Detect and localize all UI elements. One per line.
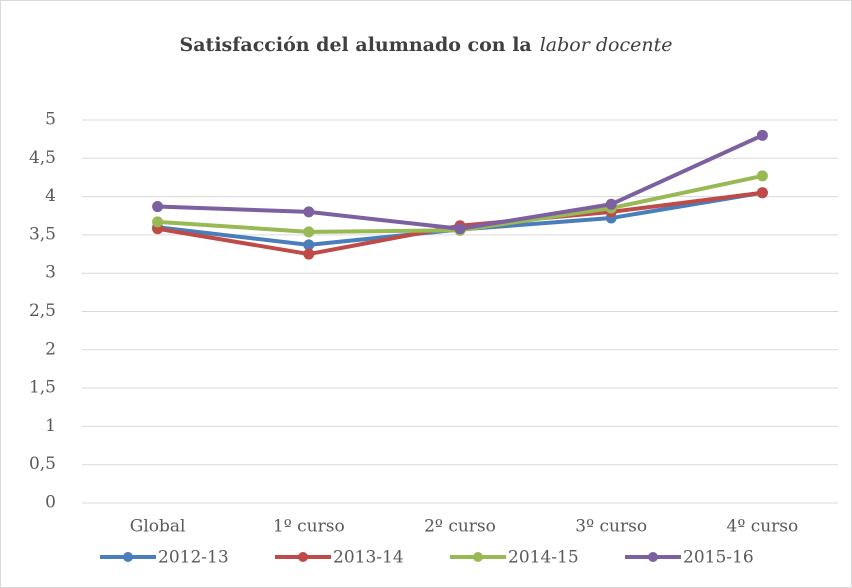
legend-marker bbox=[123, 552, 133, 562]
x-tick-label: 2º curso bbox=[424, 517, 496, 537]
x-tick-label: 1º curso bbox=[273, 517, 345, 537]
data-point bbox=[303, 206, 315, 218]
y-tick-label: 0,5 bbox=[29, 454, 56, 474]
y-tick-label: 3 bbox=[45, 263, 56, 283]
title-text: Satisfacción del alumnado con la bbox=[180, 34, 532, 56]
y-tick-label: 4 bbox=[45, 186, 56, 206]
data-point bbox=[605, 198, 617, 210]
y-tick-label: 5 bbox=[45, 110, 56, 130]
title-emphasis: labor docente bbox=[540, 34, 673, 56]
data-point bbox=[152, 201, 164, 213]
y-tick-label: 3,5 bbox=[29, 224, 56, 244]
chart-title: Satisfacción del alumnado con la labor do… bbox=[180, 34, 673, 56]
y-tick-label: 2 bbox=[45, 339, 56, 359]
legend-marker bbox=[648, 552, 658, 562]
x-tick-label: Global bbox=[130, 517, 186, 537]
x-tick-label: 4º curso bbox=[727, 517, 799, 537]
data-point bbox=[303, 226, 315, 238]
legend-marker bbox=[473, 552, 483, 562]
legend-label: 2013-14 bbox=[333, 548, 404, 568]
data-point bbox=[756, 187, 768, 199]
y-tick-label: 1 bbox=[45, 416, 56, 436]
data-point bbox=[303, 239, 315, 251]
y-tick-label: 2,5 bbox=[29, 301, 56, 321]
data-point bbox=[152, 216, 164, 228]
data-point bbox=[303, 248, 315, 260]
data-point bbox=[756, 170, 768, 182]
data-point bbox=[756, 129, 768, 141]
legend-label: 2015-16 bbox=[683, 548, 754, 568]
y-tick-label: 0 bbox=[45, 493, 56, 513]
legend-marker bbox=[298, 552, 308, 562]
y-tick-label: 1,5 bbox=[29, 378, 56, 398]
legend-label: 2012-13 bbox=[158, 548, 229, 568]
legend-label: 2014-15 bbox=[508, 548, 579, 568]
x-tick-label: 3º curso bbox=[575, 517, 647, 537]
y-tick-label: 4,5 bbox=[29, 148, 56, 168]
data-point bbox=[454, 223, 466, 235]
